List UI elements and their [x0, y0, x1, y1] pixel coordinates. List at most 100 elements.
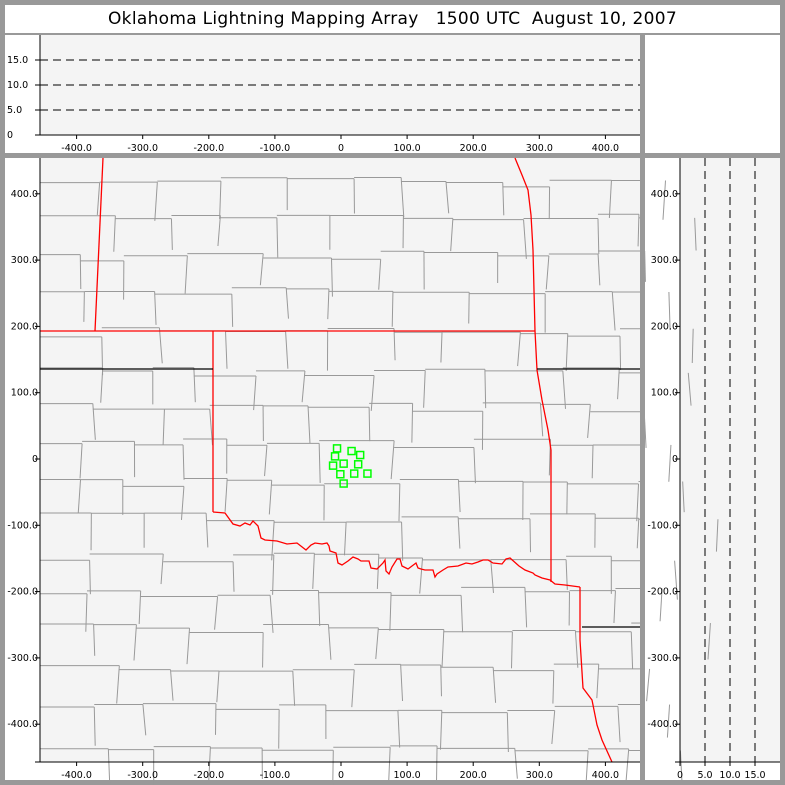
county-line	[92, 403, 96, 440]
lightning-source-marker	[328, 461, 338, 470]
county-line	[330, 257, 333, 297]
county-line	[378, 259, 382, 290]
county-line	[186, 628, 191, 665]
county-line	[391, 291, 394, 327]
county-line	[259, 253, 264, 286]
county-line	[327, 288, 330, 320]
map-y-tick-label: -300.0	[7, 653, 38, 664]
county-line	[484, 369, 487, 409]
map-x-tick-label: 200.0	[460, 770, 487, 781]
county-line	[224, 478, 228, 512]
county-line	[389, 592, 392, 631]
county-line	[473, 447, 476, 484]
county-line	[133, 624, 137, 661]
county-line	[343, 522, 347, 556]
county-line	[565, 333, 569, 371]
county-line	[694, 217, 697, 251]
county-line	[397, 710, 401, 748]
county-line	[608, 180, 612, 219]
map-y-tick-label: 0	[32, 454, 38, 465]
county-line	[587, 404, 591, 438]
county-line	[208, 746, 211, 785]
county-line	[107, 748, 111, 785]
map-x-tick-label: -300.0	[127, 770, 158, 781]
county-line	[450, 218, 454, 252]
corner-panel	[645, 35, 780, 153]
county-line	[217, 215, 221, 247]
county-line	[398, 483, 401, 522]
right-y-tick-label: 0	[672, 454, 678, 465]
county-line	[390, 440, 395, 480]
top-y-tick-label: 5.0	[7, 105, 22, 116]
map-x-tick-label: 100.0	[393, 770, 420, 781]
map-x-tick-label: -100.0	[260, 770, 291, 781]
county-line	[318, 590, 321, 627]
county-line	[79, 443, 83, 479]
county-line	[193, 367, 196, 403]
county-line	[585, 750, 589, 783]
title-time: 1500 UTC	[435, 9, 521, 29]
county-line	[170, 669, 174, 701]
county-line	[506, 712, 509, 752]
county-line	[636, 518, 640, 549]
county-line	[574, 630, 579, 668]
right-y-tick-label: -100.0	[647, 520, 678, 531]
county-line	[269, 595, 274, 633]
county-line	[400, 177, 405, 218]
right-y-tick-label: 300.0	[651, 255, 678, 266]
county-line	[376, 554, 380, 589]
county-line	[285, 287, 289, 319]
top-x-tick-label: 300.0	[526, 143, 553, 154]
lightning-source-marker	[332, 444, 342, 453]
county-line	[613, 590, 616, 624]
county-line	[659, 588, 663, 622]
county-line	[388, 747, 391, 782]
lightning-source-marker	[330, 452, 340, 461]
top-x-tick-label: -400.0	[61, 143, 92, 154]
county-line	[393, 328, 396, 361]
county-line	[154, 291, 157, 325]
county-line	[562, 370, 567, 409]
state-border-line	[579, 587, 613, 763]
right-y-tick-label: 400.0	[651, 189, 678, 200]
county-boundaries	[40, 177, 719, 785]
county-line	[292, 671, 296, 706]
county-line	[419, 557, 424, 594]
county-line	[545, 255, 550, 290]
right-y-tick-label: 100.0	[651, 388, 678, 399]
county-line	[162, 409, 165, 445]
map-y-tick-label: -400.0	[7, 719, 38, 730]
county-line	[707, 623, 711, 660]
county-line	[552, 670, 555, 704]
county-line	[502, 182, 505, 216]
county-line	[457, 479, 461, 513]
county-line	[154, 182, 158, 221]
plot-title: Oklahoma Lightning Mapping Array 1500 UT…	[5, 5, 780, 33]
county-line	[625, 748, 630, 784]
chart-marks: -400.0 -300.0 -200.0 -100.0 0 100.0 200.0 300.0…	[7, 35, 780, 781]
lightning-source-marker	[336, 469, 345, 479]
top-y-tick-label: 0	[7, 130, 13, 141]
county-line	[83, 291, 85, 322]
county-line	[591, 445, 594, 479]
county-line	[662, 180, 667, 220]
county-line	[307, 405, 311, 444]
county-line	[262, 632, 264, 668]
county-line	[617, 367, 620, 400]
county-line	[100, 367, 104, 403]
county-line	[375, 627, 379, 660]
county-line	[646, 668, 651, 702]
county-line	[268, 480, 273, 515]
county-line	[116, 665, 120, 704]
county-line	[231, 294, 234, 327]
county-line	[272, 554, 275, 595]
county-line	[138, 590, 142, 625]
map-y-tick-label: 300.0	[11, 255, 38, 266]
map-x-tick-label: 400.0	[592, 770, 619, 781]
county-line	[460, 595, 464, 633]
county-line	[596, 664, 600, 699]
county-line	[517, 332, 521, 367]
county-line	[327, 624, 332, 660]
county-line	[170, 218, 173, 250]
state-boundaries	[40, 157, 640, 763]
